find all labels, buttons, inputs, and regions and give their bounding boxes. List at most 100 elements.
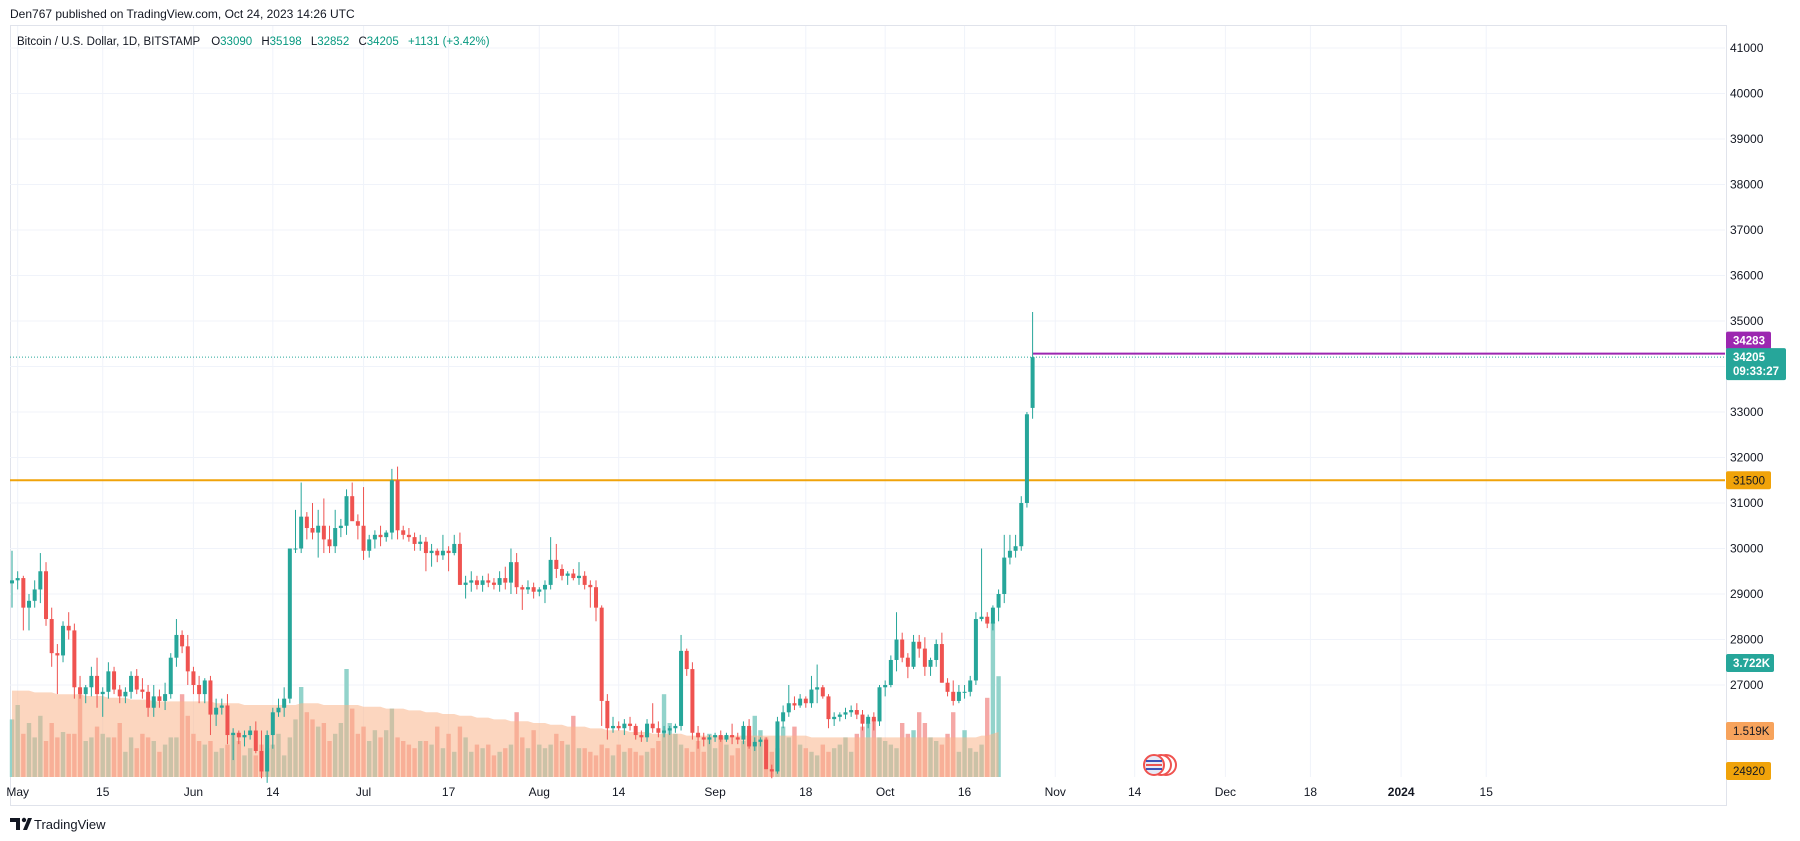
candle[interactable] <box>911 634 916 670</box>
candle[interactable] <box>815 664 820 704</box>
candle[interactable] <box>350 482 355 522</box>
candle[interactable] <box>412 532 417 551</box>
candle[interactable] <box>764 737 769 770</box>
candle[interactable] <box>883 680 888 697</box>
candle[interactable] <box>525 580 530 594</box>
candle[interactable] <box>809 675 814 708</box>
candle[interactable] <box>316 509 321 558</box>
candle[interactable] <box>106 662 111 699</box>
candle[interactable] <box>559 564 564 581</box>
candle[interactable] <box>605 694 610 740</box>
candle[interactable] <box>985 612 990 629</box>
candle[interactable] <box>304 512 309 540</box>
candle[interactable] <box>650 703 655 733</box>
candle[interactable] <box>554 543 559 579</box>
candle[interactable] <box>735 732 740 745</box>
candle[interactable] <box>435 548 440 563</box>
candles[interactable] <box>10 311 1035 783</box>
candle[interactable] <box>701 732 706 747</box>
candle[interactable] <box>191 666 196 695</box>
candle[interactable] <box>355 514 360 540</box>
candle[interactable] <box>27 594 32 631</box>
candle[interactable] <box>968 675 973 697</box>
candle[interactable] <box>214 698 219 726</box>
candle[interactable] <box>594 580 599 622</box>
candle[interactable] <box>775 716 780 774</box>
candle[interactable] <box>934 639 939 667</box>
candle[interactable] <box>406 528 411 542</box>
candle[interactable] <box>849 705 854 717</box>
candle[interactable] <box>10 550 14 608</box>
candle[interactable] <box>696 725 701 749</box>
candle[interactable] <box>129 671 134 699</box>
candle[interactable] <box>78 675 83 699</box>
candle[interactable] <box>956 685 961 704</box>
candle[interactable] <box>157 689 162 708</box>
candle[interactable] <box>803 696 808 708</box>
candle[interactable] <box>338 518 343 538</box>
candle[interactable] <box>134 669 139 695</box>
candle[interactable] <box>690 662 695 740</box>
candle[interactable] <box>628 716 633 731</box>
candle[interactable] <box>197 675 202 704</box>
candle[interactable] <box>32 580 37 608</box>
candle[interactable] <box>117 685 122 704</box>
candle[interactable] <box>820 685 825 699</box>
candle[interactable] <box>174 619 179 667</box>
candle[interactable] <box>395 466 400 540</box>
candle[interactable] <box>951 680 956 706</box>
candle[interactable] <box>758 737 763 747</box>
candle[interactable] <box>724 732 729 742</box>
candle[interactable] <box>253 721 258 754</box>
tradingview-logo[interactable]: TradingView <box>10 817 106 832</box>
candle[interactable] <box>837 712 842 722</box>
candle[interactable] <box>866 714 871 729</box>
candle[interactable] <box>231 728 236 761</box>
candle[interactable] <box>588 580 593 608</box>
candle[interactable] <box>792 696 797 711</box>
candle[interactable] <box>730 723 735 745</box>
candle[interactable] <box>826 694 831 729</box>
candle[interactable] <box>503 566 508 590</box>
candle[interactable] <box>83 685 88 704</box>
candle[interactable] <box>713 732 718 742</box>
candle[interactable] <box>457 532 462 585</box>
candle[interactable] <box>497 571 502 592</box>
candle[interactable] <box>486 573 491 588</box>
candle[interactable] <box>854 703 859 720</box>
candle[interactable] <box>270 707 275 749</box>
candle[interactable] <box>49 607 54 667</box>
candle[interactable] <box>548 537 553 590</box>
candle[interactable] <box>282 687 287 717</box>
candle[interactable] <box>939 632 944 683</box>
candle[interactable] <box>15 571 20 590</box>
candle[interactable] <box>310 503 315 540</box>
candle[interactable] <box>440 534 445 560</box>
candle[interactable] <box>894 612 899 672</box>
candle[interactable] <box>44 562 49 626</box>
candle[interactable] <box>928 657 933 676</box>
candle[interactable] <box>89 666 94 697</box>
candle[interactable] <box>781 705 786 729</box>
candle[interactable] <box>832 712 837 726</box>
candle[interactable] <box>917 634 922 658</box>
events-icon[interactable] <box>1143 754 1177 776</box>
candle[interactable] <box>452 534 457 556</box>
candle[interactable] <box>146 685 151 717</box>
candle[interactable] <box>378 525 383 547</box>
candle[interactable] <box>180 630 185 654</box>
candle[interactable] <box>321 498 326 554</box>
candle[interactable] <box>945 678 950 697</box>
candle[interactable] <box>248 725 253 740</box>
candle[interactable] <box>582 571 587 590</box>
candle[interactable] <box>327 525 332 554</box>
candle[interactable] <box>679 634 684 731</box>
candle[interactable] <box>259 730 264 779</box>
candle[interactable] <box>446 546 451 572</box>
candle[interactable] <box>622 719 627 736</box>
candle[interactable] <box>208 675 213 736</box>
candle[interactable] <box>1002 534 1007 604</box>
candle[interactable] <box>860 710 865 731</box>
candle[interactable] <box>38 553 43 604</box>
